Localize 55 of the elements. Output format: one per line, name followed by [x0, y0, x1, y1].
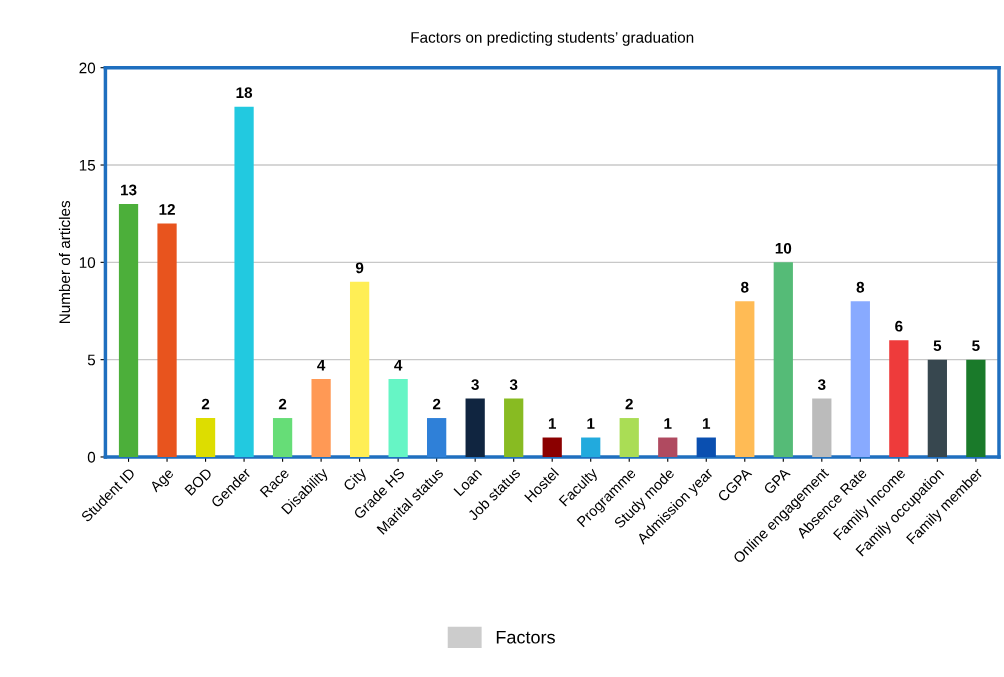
data-label: 5	[972, 340, 980, 352]
y-tick-label: 20	[79, 62, 96, 74]
data-label: 1	[587, 418, 595, 429]
bar	[850, 301, 870, 457]
bar	[773, 262, 793, 457]
chart-title: Factors on predicting students’ graduation	[411, 31, 694, 46]
x-tick-label: Age	[149, 467, 177, 495]
bar	[581, 437, 601, 457]
bar	[349, 281, 370, 457]
y-axis-title: Number of articles	[58, 200, 71, 324]
bar	[157, 223, 177, 457]
data-label: 6	[895, 320, 903, 332]
data-label: 13	[121, 184, 137, 196]
data-label: 5	[933, 340, 942, 352]
bar	[696, 437, 716, 457]
bar	[542, 437, 562, 457]
data-label: 18	[236, 87, 253, 99]
data-label: 10	[775, 242, 792, 254]
data-label: 8	[856, 281, 865, 293]
bar	[465, 398, 485, 457]
data-label: 1	[702, 418, 711, 429]
data-label: 4	[317, 359, 326, 371]
data-label: 4	[394, 359, 403, 371]
data-label: 2	[625, 398, 633, 410]
data-label: 8	[741, 281, 749, 293]
data-label: 1	[548, 418, 557, 429]
y-tick-label: 0	[87, 451, 96, 463]
text: Factors	[496, 631, 555, 644]
data-label: 1	[664, 418, 672, 429]
bar	[619, 418, 639, 457]
bar	[118, 203, 139, 457]
data-label: 3	[509, 379, 518, 391]
bar	[388, 379, 408, 457]
y-tick-label: 10	[79, 257, 96, 269]
y-tick-label: 15	[79, 160, 96, 171]
data-label: 12	[159, 204, 175, 215]
data-label: 9	[355, 262, 364, 274]
bar	[966, 359, 986, 457]
y-tick-label: 5	[87, 354, 96, 366]
bar	[234, 106, 254, 457]
bar	[658, 437, 678, 457]
data-label: 3	[817, 379, 826, 391]
data-label: 2	[201, 398, 210, 410]
data-label: 2	[278, 398, 287, 410]
data-label: 3	[471, 379, 479, 391]
bar	[735, 301, 755, 457]
bar	[927, 359, 947, 457]
bar	[195, 418, 216, 457]
bar	[889, 340, 909, 457]
bar	[504, 398, 524, 457]
bar	[272, 418, 293, 457]
bar	[427, 418, 447, 457]
data-label: 2	[432, 398, 441, 410]
bar	[311, 379, 331, 457]
bar	[812, 398, 832, 457]
